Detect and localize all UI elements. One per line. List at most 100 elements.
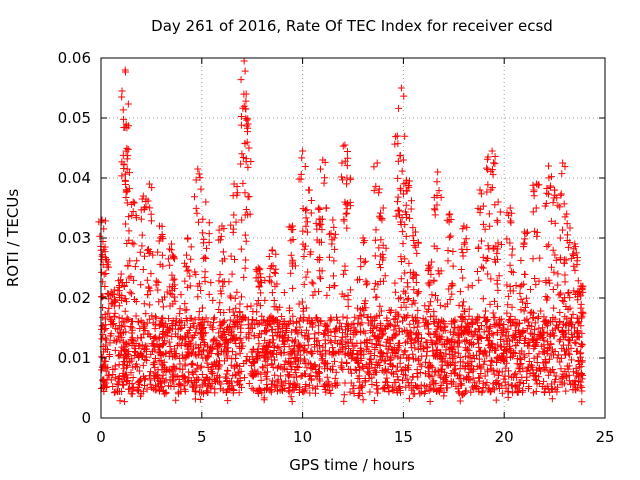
data-point	[194, 165, 202, 173]
data-point	[341, 141, 349, 149]
data-point	[309, 280, 317, 288]
data-point	[327, 229, 335, 237]
data-point	[291, 380, 299, 388]
data-point	[118, 87, 126, 95]
data-point	[392, 133, 400, 141]
data-point	[177, 317, 185, 325]
data-point	[256, 302, 264, 310]
data-point	[406, 214, 414, 222]
data-point	[209, 362, 217, 370]
data-point	[240, 360, 248, 368]
data-point	[319, 352, 327, 360]
data-point	[321, 340, 329, 348]
data-point	[226, 292, 234, 300]
data-point	[282, 377, 290, 385]
data-point	[427, 313, 435, 321]
data-point	[169, 316, 177, 324]
data-point	[285, 223, 293, 231]
data-point	[520, 240, 528, 248]
data-point	[200, 235, 208, 243]
data-point	[370, 332, 378, 340]
data-point	[218, 333, 226, 341]
data-point	[300, 346, 308, 354]
data-point	[118, 314, 126, 322]
data-point	[332, 313, 340, 321]
data-point	[412, 278, 420, 286]
data-point	[119, 106, 127, 114]
data-point	[573, 254, 581, 262]
data-point	[109, 382, 117, 390]
data-point	[146, 287, 154, 295]
data-point	[344, 339, 352, 347]
data-point	[489, 309, 497, 317]
data-point	[148, 184, 156, 192]
data-point	[123, 165, 131, 173]
data-point	[412, 271, 420, 279]
data-point	[132, 312, 140, 320]
data-point	[329, 344, 337, 352]
data-point	[107, 316, 115, 324]
data-point	[411, 228, 419, 236]
data-point	[532, 387, 540, 395]
data-point	[279, 381, 287, 389]
data-point	[376, 311, 384, 319]
data-point	[314, 322, 322, 330]
data-point	[370, 396, 378, 404]
data-point	[110, 312, 118, 320]
data-point	[406, 320, 414, 328]
data-point	[408, 335, 416, 343]
data-point	[402, 201, 410, 209]
data-point	[302, 214, 310, 222]
data-point	[99, 278, 107, 286]
data-point	[202, 329, 210, 337]
data-point	[302, 326, 310, 334]
data-point	[155, 237, 163, 245]
data-point	[147, 376, 155, 384]
data-point	[435, 270, 443, 278]
data-point	[165, 325, 173, 333]
data-point	[573, 347, 581, 355]
data-point	[325, 230, 333, 238]
data-point	[463, 345, 471, 353]
data-point	[460, 222, 468, 230]
data-point	[321, 174, 329, 182]
data-point	[546, 183, 554, 191]
data-point	[567, 255, 575, 263]
data-point	[507, 312, 515, 320]
data-point	[241, 231, 249, 239]
data-point	[123, 240, 131, 248]
data-point	[475, 325, 483, 333]
data-point	[272, 265, 280, 273]
data-point	[406, 268, 414, 276]
data-point	[322, 204, 330, 212]
data-point	[285, 372, 293, 380]
data-point	[368, 381, 376, 389]
data-point	[411, 299, 419, 307]
data-point	[509, 268, 517, 276]
data-point	[239, 315, 247, 323]
data-point	[569, 310, 577, 318]
data-point	[115, 314, 123, 322]
data-point	[429, 347, 437, 355]
data-point	[507, 322, 515, 330]
data-point	[315, 342, 323, 350]
data-point	[228, 331, 236, 339]
data-point	[302, 222, 310, 230]
data-point	[578, 387, 586, 395]
data-point	[217, 290, 225, 298]
data-point	[182, 262, 190, 270]
data-point	[574, 277, 582, 285]
data-point	[483, 188, 491, 196]
data-point	[549, 246, 557, 254]
data-point	[183, 251, 191, 259]
data-point	[137, 334, 145, 342]
data-point	[207, 384, 215, 392]
data-point	[512, 342, 520, 350]
data-point	[479, 202, 487, 210]
data-point	[517, 306, 525, 314]
data-point	[448, 317, 456, 325]
data-point	[569, 333, 577, 341]
data-point	[111, 365, 119, 373]
data-point	[540, 341, 548, 349]
data-point	[165, 315, 173, 323]
